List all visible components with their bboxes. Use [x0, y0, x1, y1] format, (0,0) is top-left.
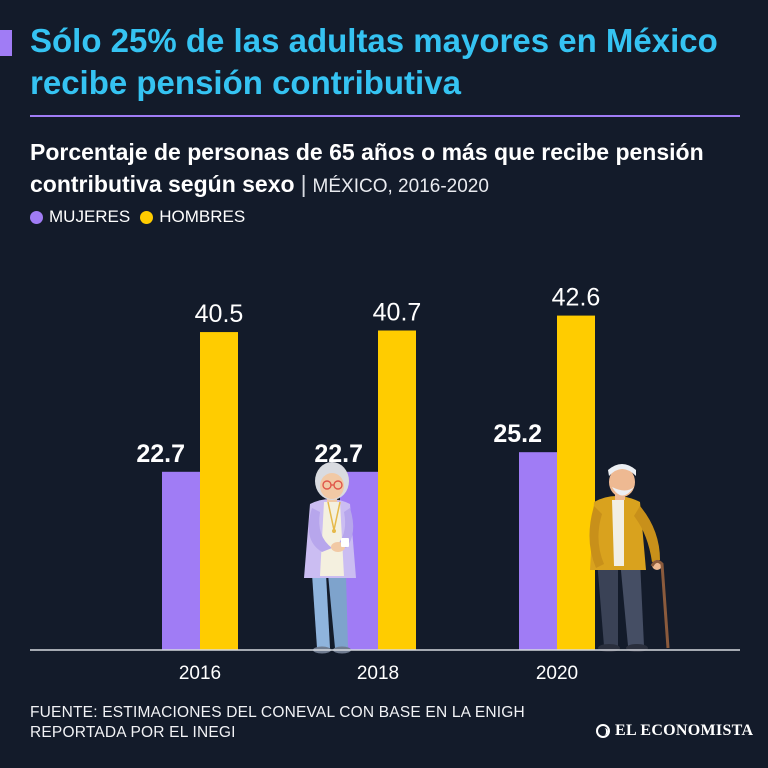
- legend-dot-hombres: [140, 210, 154, 224]
- title-accent-bar: [0, 30, 12, 56]
- bars-layer: [162, 315, 595, 650]
- chart-subtitle: Porcentaje de personas de 65 años o más …: [30, 136, 750, 203]
- brand-logo: EL ECONOMISTA: [596, 722, 753, 740]
- legend-label-hombres: HOMBRES: [159, 207, 246, 226]
- title-divider: [30, 115, 740, 117]
- bar-hombres-2018: [378, 330, 416, 650]
- subtitle-separator: |: [300, 171, 307, 197]
- source-note: FUENTE: ESTIMACIONES DEL CONEVAL CON BAS…: [30, 704, 525, 741]
- subtitle-scope: MÉXICO, 2016-2020: [312, 176, 489, 197]
- brand-logo-icon: [596, 724, 610, 738]
- elderly-woman-illustration: [304, 462, 356, 654]
- bar-hombres-2020: [557, 315, 595, 650]
- bar-mujeres-2020: [519, 452, 557, 650]
- labels-layer: 22.7 40.5 2016 22.7 40.7 2018 25.2 42.6 2020: [136, 284, 600, 684]
- data-label-hombres-2016: 40.5: [195, 300, 244, 328]
- subtitle-description: Porcentaje de personas de 65 años o más …: [30, 139, 704, 197]
- x-tick-label-2020: 2020: [536, 663, 578, 684]
- x-tick-label-2018: 2018: [357, 663, 399, 684]
- legend-item-hombres: HOMBRES: [140, 207, 245, 227]
- bar-mujeres-2016: [162, 471, 200, 650]
- data-label-mujeres-2016: 22.7: [136, 440, 185, 468]
- elderly-man-with-cane-illustration: [589, 464, 670, 652]
- legend-item-mujeres: MUJERES: [30, 207, 130, 227]
- data-label-mujeres-2020: 25.2: [493, 420, 542, 448]
- legend-dot-mujeres: [30, 210, 43, 224]
- brand-name: EL ECONOMISTA: [615, 722, 754, 739]
- data-label-mujeres-2018: 22.7: [314, 440, 363, 468]
- data-label-hombres-2018: 40.7: [373, 299, 422, 327]
- bar-hombres-2016: [200, 332, 238, 650]
- x-tick-label-2016: 2016: [179, 663, 221, 684]
- legend-label-mujeres: MUJERES: [49, 207, 131, 226]
- page-title: Sólo 25% de las adultas mayores en Méxic…: [30, 22, 718, 101]
- data-label-hombres-2020: 42.6: [552, 284, 601, 312]
- chart-legend: MUJERES HOMBRES: [30, 206, 255, 228]
